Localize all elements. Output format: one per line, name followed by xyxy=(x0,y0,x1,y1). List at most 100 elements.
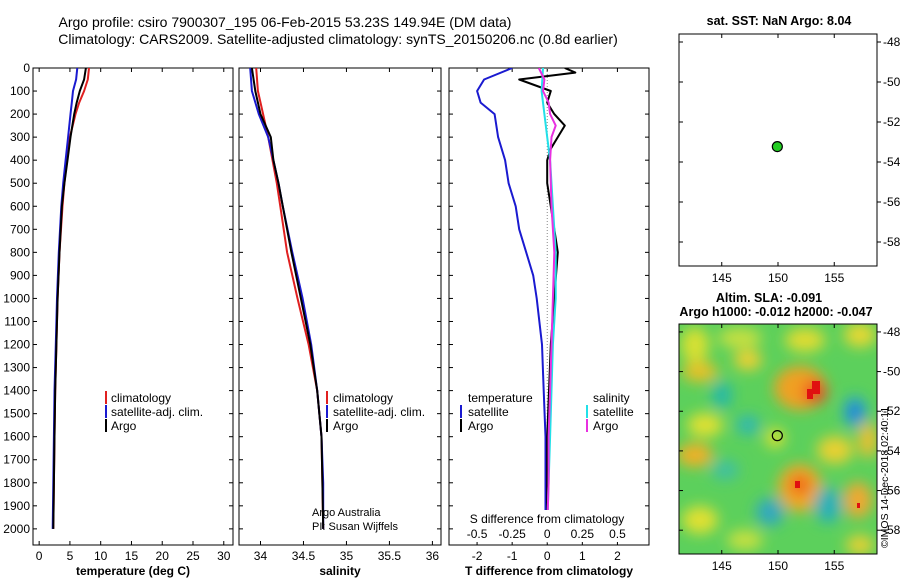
y-tick-label: 900 xyxy=(10,268,30,282)
x-tick-label: 20 xyxy=(156,549,170,563)
legend-temperature-title: temperature xyxy=(468,391,533,405)
y-tick-label: 500 xyxy=(10,176,30,190)
y-tick-label: 1300 xyxy=(3,361,30,375)
x-tick-label: 0 xyxy=(544,549,551,563)
x2-tick-label: 0.5 xyxy=(609,527,626,541)
x-tick-label: 34 xyxy=(254,549,268,563)
x-tick-label: 15 xyxy=(125,549,139,563)
x-tick-label: 5 xyxy=(67,549,74,563)
y-tick-label: 200 xyxy=(10,107,30,121)
sst-map-panel: sat. SST: NaN Argo: 8.04 145 150 155 -48 -50… xyxy=(678,14,900,285)
y-tick-label: -52 xyxy=(883,404,900,418)
sla-field xyxy=(679,324,877,554)
y-tick-label: -48 xyxy=(883,325,900,339)
legend-satellite-label: satellite-adj. clim. xyxy=(333,405,425,419)
y-tick-label: -58 xyxy=(883,235,900,249)
float-position-marker xyxy=(771,430,783,442)
x2-tick-label: -0.25 xyxy=(498,527,526,541)
float-position-marker xyxy=(771,141,783,153)
y-tick-label: 1800 xyxy=(3,476,30,490)
y-tick-label: 1000 xyxy=(3,291,30,305)
x-tick-label: 0 xyxy=(36,549,43,563)
y-tick-label: 800 xyxy=(10,245,30,259)
y-tick-label: 1100 xyxy=(4,314,30,328)
x-tick-label: 150 xyxy=(768,271,788,285)
x-tick-label: 155 xyxy=(824,271,844,285)
s-difference-xlabel: S difference from climatology xyxy=(470,512,625,526)
legend-climatology-label: climatology xyxy=(111,391,171,405)
legend-argo-label: Argo xyxy=(111,419,137,433)
y-tick-label: 2000 xyxy=(3,522,30,536)
difference-legend: temperature satellite Argo salinity sate… xyxy=(460,391,634,433)
y-tick-label: 1500 xyxy=(3,407,30,421)
t-difference-xlabel: T difference from climatology xyxy=(465,564,633,578)
salinity-xlabel: salinity xyxy=(319,564,361,578)
salinity-legend: climatology satellite-adj. clim. Argo xyxy=(326,391,425,433)
x2-tick-label: -0.5 xyxy=(467,527,488,541)
temperature-xlabel: temperature (deg C) xyxy=(76,564,190,578)
x-tick-label: 150 xyxy=(768,559,788,573)
y-tick-label: 700 xyxy=(10,222,30,236)
legend-satellite-label: satellite-adj. clim. xyxy=(111,405,203,419)
s-difference-axis-box xyxy=(456,510,642,542)
x2-tick-label: 0 xyxy=(544,527,551,541)
difference-panel: -2 -1 0 1 2 T difference from climatology S … xyxy=(448,67,650,578)
y-tick-label: 400 xyxy=(10,153,30,167)
x-tick-label: 36 xyxy=(426,549,440,563)
y-tick-label: 0 xyxy=(23,61,30,75)
y-tick-label: 100 xyxy=(10,84,30,98)
y-tick-label: -50 xyxy=(883,365,900,379)
credit-line-1: Argo Australia xyxy=(312,507,381,519)
sla-map-title: Altim. SLA: -0.091 xyxy=(716,291,822,305)
x-tick-label: 34.5 xyxy=(292,549,316,563)
y-tick-label: -54 xyxy=(883,155,900,169)
temperature-panel: 0100200300400500600700800900100011001200… xyxy=(3,61,234,578)
credit-line-2: PI: Susan Wijffels xyxy=(312,521,398,533)
temperature-axes xyxy=(32,67,234,546)
x-tick-label: 145 xyxy=(712,559,732,573)
y-tick-label: 300 xyxy=(10,130,30,144)
x-tick-label: -2 xyxy=(472,549,483,563)
x-tick-label: 2 xyxy=(614,549,621,563)
x-tick-label: 1 xyxy=(579,549,586,563)
x-tick-label: 30 xyxy=(217,549,231,563)
y-tick-label: 600 xyxy=(10,199,30,213)
legend-s-argo-label: Argo xyxy=(593,419,619,433)
y-tick-label: 1700 xyxy=(3,453,30,467)
x2-tick-label: 0.25 xyxy=(571,527,595,541)
y-tick-label: -58 xyxy=(883,523,900,537)
series-line-s-argo xyxy=(537,68,557,529)
title-line-2: Climatology: CARS2009. Satellite-adjuste… xyxy=(58,31,618,47)
series-line-t-satellite xyxy=(476,68,547,529)
x-tick-label: 35.5 xyxy=(378,549,402,563)
series-line-s-satellite xyxy=(540,68,557,529)
y-tick-label: -48 xyxy=(883,35,900,49)
x-tick-label: -1 xyxy=(507,549,518,563)
imos-stamp: ©IMOS 14-Dec-2018 02:40:11 xyxy=(879,407,891,548)
y-tick-label: 1600 xyxy=(3,430,30,444)
sst-map-title: sat. SST: NaN Argo: 8.04 xyxy=(707,14,852,28)
x-tick-label: 25 xyxy=(186,549,200,563)
series-line-argo xyxy=(52,68,87,529)
legend-s-satellite-label: satellite xyxy=(593,405,634,419)
y-tick-label: -56 xyxy=(883,195,900,209)
y-tick-label: -50 xyxy=(883,75,900,89)
y-tick-label: -52 xyxy=(883,115,900,129)
sla-map-subtitle: Argo h1000: -0.012 h2000: -0.047 xyxy=(679,305,872,319)
legend-t-satellite-label: satellite xyxy=(468,405,509,419)
series-line-argo xyxy=(250,68,325,529)
x-tick-label: 10 xyxy=(94,549,108,563)
x-tick-label: 145 xyxy=(712,271,732,285)
legend-salinity-title: salinity xyxy=(593,391,630,405)
legend-t-argo-label: Argo xyxy=(468,419,494,433)
salinity-panel: 34 34.5 35 35.5 36 salinity climatology sate… xyxy=(238,67,442,578)
legend-argo-label: Argo xyxy=(333,419,359,433)
title-line-1: Argo profile: csiro 7900307_195 06-Feb-2… xyxy=(59,14,512,30)
temperature-legend: climatology satellite-adj. clim. Argo xyxy=(105,391,203,433)
y-tick-label: -54 xyxy=(883,444,900,458)
y-tick-label: 1900 xyxy=(3,499,30,513)
y-tick-label: 1400 xyxy=(3,384,30,398)
y-tick-label: 1200 xyxy=(3,338,30,352)
legend-climatology-label: climatology xyxy=(333,391,393,405)
